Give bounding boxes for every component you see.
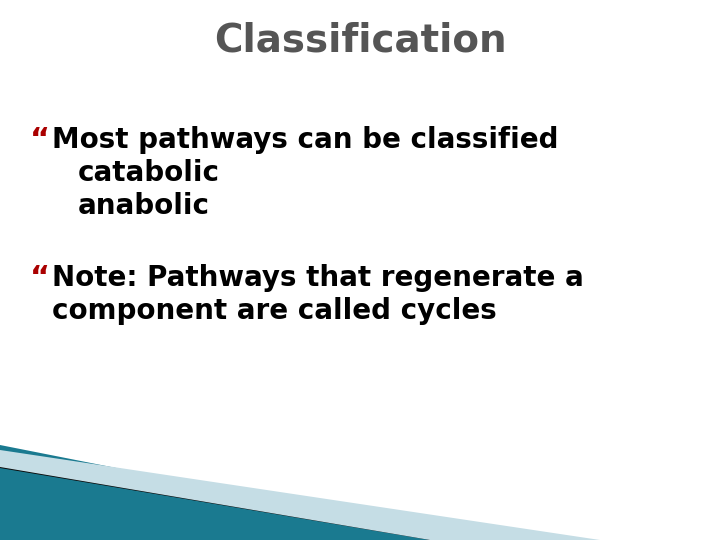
Text: “: “ — [30, 125, 50, 154]
Polygon shape — [0, 450, 600, 540]
Text: anabolic: anabolic — [78, 192, 210, 220]
Text: component are called cycles: component are called cycles — [52, 297, 497, 325]
Polygon shape — [0, 445, 480, 540]
Text: “: “ — [30, 264, 50, 293]
Text: Classification: Classification — [214, 21, 506, 59]
Polygon shape — [0, 453, 480, 540]
Text: Most pathways can be classified: Most pathways can be classified — [52, 126, 559, 154]
Text: Note: Pathways that regenerate a: Note: Pathways that regenerate a — [52, 264, 584, 292]
Text: catabolic: catabolic — [78, 159, 220, 187]
